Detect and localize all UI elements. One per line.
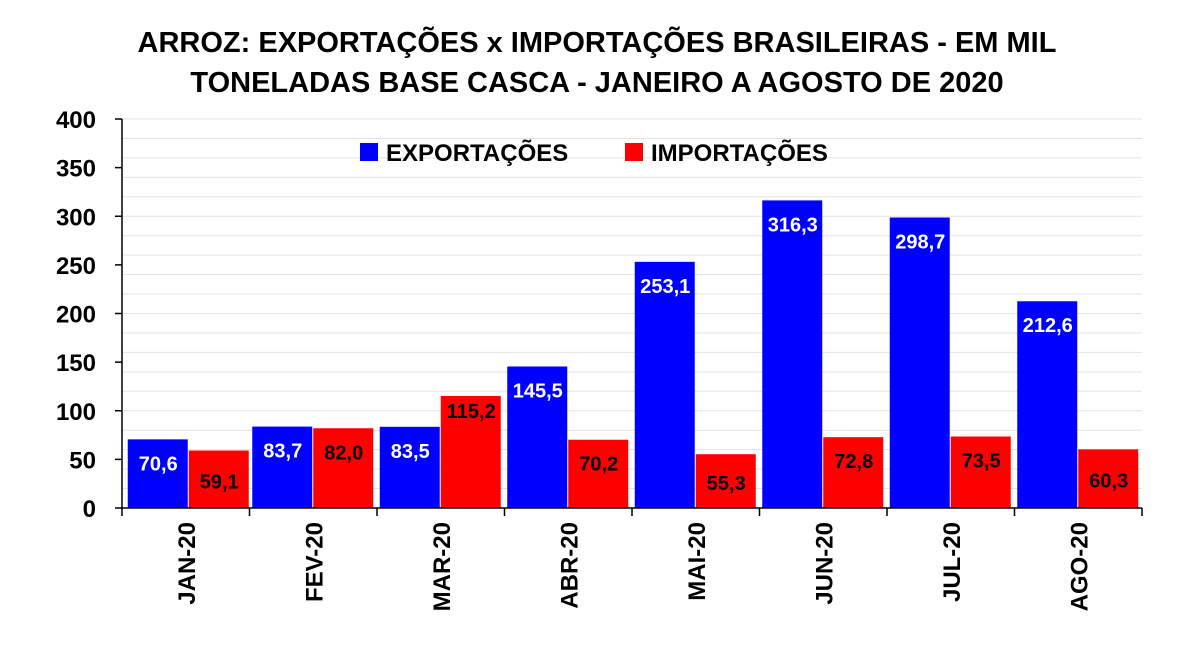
bar-importacoes-jul-20 (950, 436, 1011, 508)
bar-importacoes-jan-20 (188, 450, 249, 508)
data-label-exportacoes-mai-20: 253,1 (640, 276, 690, 298)
data-label-exportacoes-jul-20: 298,7 (895, 232, 945, 254)
y-tick-label: 100 (56, 399, 96, 426)
bar-importacoes-mai-20 (695, 454, 756, 508)
gridlines (122, 118, 1142, 490)
data-label-importacoes-abr-20: 70,2 (579, 454, 618, 476)
bar-exportacoes-ago-20 (1017, 301, 1078, 508)
x-tick-label-fev-20: FEV-20 (301, 522, 328, 602)
y-tick-label: 300 (56, 204, 96, 231)
y-tick-label: 400 (56, 107, 96, 134)
bar-exportacoes-abr-20 (507, 366, 568, 508)
chart-title-line-1: ARROZ: EXPORTAÇÕES x IMPORTAÇÕES BRASILE… (137, 27, 1057, 59)
bar-exportacoes-jul-20 (889, 217, 950, 508)
legend-swatch-importacoes (625, 143, 643, 161)
x-tick-label-mar-20: MAR-20 (429, 522, 456, 611)
data-label-exportacoes-jun-20: 316,3 (768, 214, 818, 236)
x-tick-label-jan-20: JAN-20 (174, 522, 201, 605)
data-label-exportacoes-jan-20: 70,6 (139, 453, 178, 475)
chart-title-line-2: TONELADAS BASE CASCA - JANEIRO A AGOSTO … (190, 67, 1004, 99)
axes: 0 50 100 150 200 250 300 350 400 JAN-20 FEV-20 MAR-… (56, 107, 1143, 611)
x-tick-label-jul-20: JUL-20 (939, 522, 966, 602)
legend: EXPORTAÇÕES IMPORTAÇÕES (360, 139, 828, 167)
legend-label-exportacoes: EXPORTAÇÕES (386, 139, 568, 167)
data-label-exportacoes-fev-20: 83,7 (263, 441, 302, 463)
data-label-exportacoes-abr-20: 145,5 (513, 381, 563, 403)
data-label-importacoes-ago-20: 60,3 (1089, 471, 1128, 493)
data-label-importacoes-fev-20: 82,0 (324, 442, 363, 464)
legend-swatch-exportacoes (360, 143, 378, 161)
x-tick-label-abr-20: ABR-20 (556, 522, 583, 609)
bar-exportacoes-mar-20 (379, 426, 440, 508)
data-label-exportacoes-mar-20: 83,5 (391, 441, 430, 463)
x-tick-label-mai-20: MAI-20 (684, 522, 711, 601)
bar-importacoes-abr-20 (568, 439, 629, 508)
bars (127, 200, 1139, 508)
y-tick-label: 200 (56, 302, 96, 329)
bar-exportacoes-mai-20 (634, 261, 695, 508)
y-tick-label: 50 (69, 447, 96, 474)
bar-importacoes-ago-20 (1078, 449, 1139, 508)
x-tick-label-ago-20: AGO-20 (1066, 522, 1093, 611)
x-tick-label-jun-20: JUN-20 (811, 522, 838, 605)
bar-exportacoes-fev-20 (252, 426, 313, 508)
data-label-importacoes-jan-20: 59,1 (200, 471, 239, 493)
y-tick-label: 250 (56, 253, 96, 280)
y-tick-label: 0 (83, 496, 96, 523)
bar-importacoes-mar-20 (440, 395, 501, 508)
y-tick-label: 350 (56, 156, 96, 183)
y-tick-label: 150 (56, 350, 96, 377)
legend-label-importacoes: IMPORTAÇÕES (651, 139, 828, 167)
data-labels: 70,6 59,1 83,7 82,0 83,5 115,2 145,5 70,2 253,1 5… (139, 214, 1128, 495)
data-label-importacoes-mar-20: 115,2 (447, 401, 496, 423)
bar-exportacoes-jun-20 (762, 200, 823, 508)
data-label-exportacoes-ago-20: 212,6 (1023, 315, 1073, 337)
bar-importacoes-jun-20 (823, 437, 884, 508)
data-label-importacoes-jul-20: 73,5 (962, 451, 1001, 473)
bar-exportacoes-jan-20 (127, 439, 188, 508)
bar-importacoes-fev-20 (313, 428, 374, 508)
data-label-importacoes-mai-20: 55,3 (707, 473, 746, 495)
data-label-importacoes-jun-20: 72,8 (834, 451, 873, 473)
